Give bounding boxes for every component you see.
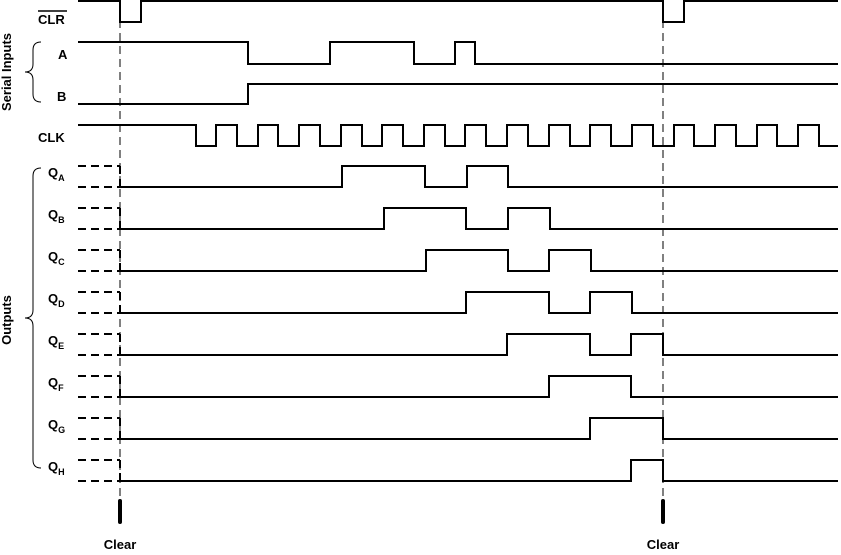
label-qc: QC [48,249,65,267]
label-b: B [57,89,66,104]
waveform-clk [78,124,838,147]
label-clk: CLK [38,130,65,145]
label-qd: QD [48,291,65,309]
qd-unknown [78,291,121,314]
label-a: A [58,47,68,62]
qg-unknown [78,417,121,440]
brace-outputs [24,167,42,469]
waveform-a [78,41,838,65]
label-qg: QG [48,417,65,435]
qb-unknown [78,207,121,230]
waveform-b [78,83,838,105]
brace-serial-inputs [24,41,42,103]
label-qb: QB [48,207,65,225]
waveform-qe [120,333,838,356]
qe-unknown [78,333,121,356]
qh-unknown [78,459,121,482]
label-qa: QA [48,165,65,183]
waveform-qa [120,165,838,188]
qf-unknown [78,375,121,398]
label-qe: QE [48,333,64,351]
qc-unknown [78,249,121,272]
waveform-qf [120,375,838,398]
waveform-qh [120,459,838,482]
clear-label-1: Clear [104,537,137,550]
waveform-clr [78,0,838,23]
clear-label-2: Clear [647,537,680,550]
waveform-qg [120,417,838,440]
waveform-qb [120,207,838,230]
label-clr: CLR [38,12,65,27]
qa-unknown [78,165,121,188]
label-qh: QH [48,459,65,477]
group-label-serial-inputs: Serial Inputs [0,33,14,111]
label-qf: QF [48,375,64,393]
group-label-outputs: Outputs [0,295,14,345]
waveform-qd [120,291,838,314]
waveform-qc [120,249,838,272]
